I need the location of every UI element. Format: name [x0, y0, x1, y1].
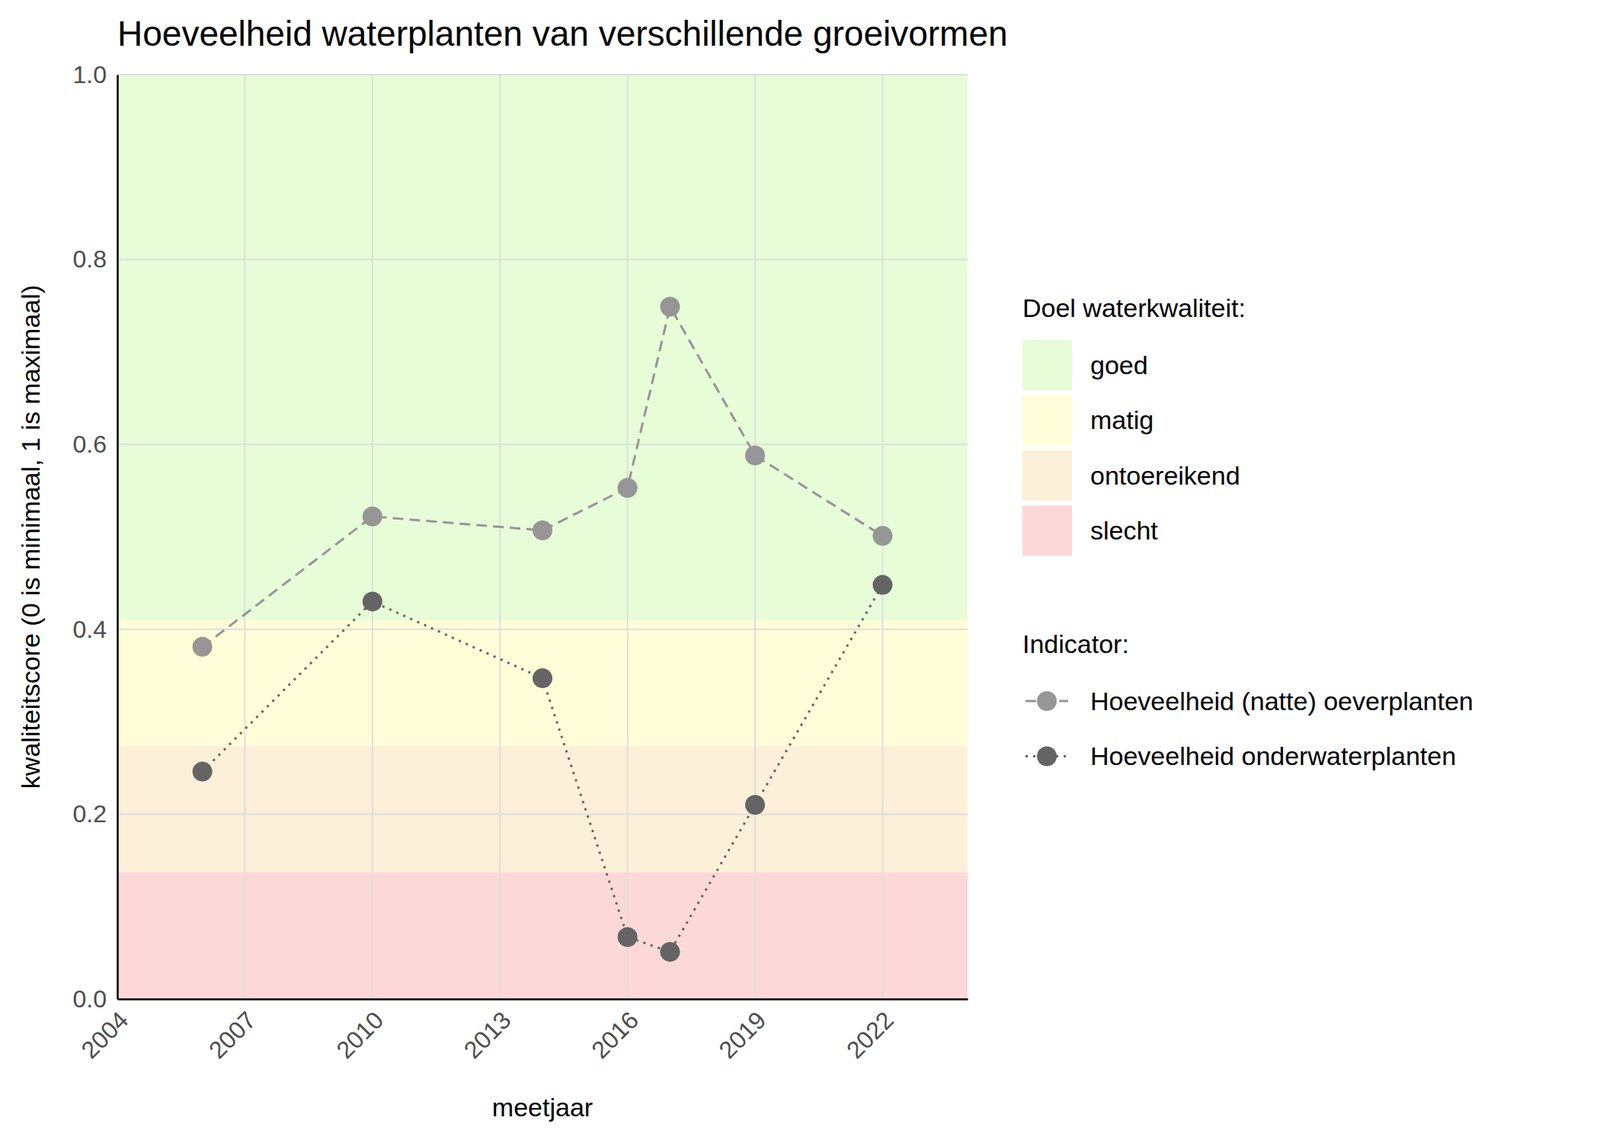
grid-line	[117, 998, 968, 1000]
grid-line	[116, 74, 119, 999]
legend-swatch	[1022, 505, 1072, 557]
x-tick-label: 2022	[841, 1005, 900, 1064]
legend: Doel waterkwaliteit: goed matig ontoereiken…	[1022, 293, 1474, 771]
y-tick: 0.6	[73, 430, 118, 458]
x-tick: 2004	[76, 998, 135, 1064]
grid-line	[627, 74, 629, 999]
y-tick-label: 0.2	[73, 800, 107, 828]
series-point	[617, 477, 638, 498]
series-point	[872, 575, 893, 596]
y-axis-line	[116, 75, 119, 1000]
x-tick: 2022	[841, 998, 900, 1064]
legend-label: slecht	[1090, 515, 1159, 545]
x-tick-label: 2004	[76, 1005, 135, 1064]
series-point	[362, 506, 383, 527]
chart-title: Hoeveelheid waterplanten van verschillen…	[117, 13, 1008, 54]
legend-label: matig	[1090, 405, 1154, 435]
legend-label: Hoeveelheid onderwaterplanten	[1090, 741, 1456, 771]
y-tick: 0.4	[73, 615, 118, 644]
series-point	[192, 636, 213, 657]
series-point	[192, 761, 213, 782]
series-point	[745, 794, 765, 815]
series-point	[617, 927, 638, 948]
legend-swatch	[1022, 450, 1072, 501]
series-point	[745, 445, 765, 466]
series-point	[659, 941, 680, 962]
y-tick: 1.0	[73, 60, 118, 89]
x-axis-title: meetjaar	[492, 1092, 593, 1122]
series-line	[202, 585, 884, 953]
x-tick: 2007	[203, 998, 262, 1064]
x-tick: 2016	[585, 998, 644, 1064]
y-axis-title: kwaliteitscore (0 is minimaal, 1 is maxi…	[16, 284, 45, 789]
plot-area: 0.00.20.40.60.81.02004200720102013201620…	[73, 60, 969, 1064]
y-tick: 0.2	[73, 800, 118, 828]
x-tick: 2010	[330, 998, 389, 1064]
x-tick-label: 2016	[585, 1005, 644, 1064]
x-axis-line	[118, 998, 969, 1001]
x-tick-label: 2019	[713, 1005, 772, 1064]
grid	[117, 74, 968, 999]
legend-title: Indicator:	[1022, 629, 1130, 659]
series-point	[362, 591, 383, 612]
bands	[117, 74, 968, 999]
series-layer	[192, 296, 893, 962]
y-axis: 0.0 0.2 0.4 0.6 0.8 1.0	[73, 60, 119, 1013]
x-axis: 2004 2007 2010 2013 2016 2019 2022	[76, 998, 969, 1064]
x-tick: 2013	[458, 998, 517, 1064]
legend-label: goed	[1090, 350, 1149, 380]
series-point	[532, 668, 553, 688]
y-tick-label: 1.0	[73, 60, 107, 89]
grid-line	[243, 74, 246, 999]
series-line	[202, 306, 884, 647]
y-tick-label: 0.0	[73, 985, 107, 1013]
y-tick-label: 0.8	[73, 245, 107, 273]
series-point	[872, 525, 893, 546]
y-tick: 0.8	[73, 245, 118, 273]
y-tick-label: 0.6	[73, 430, 107, 458]
x-tick-label: 2010	[330, 1005, 389, 1064]
chart: 0.00.20.40.60.81.02004200720102013201620…	[0, 0, 1600, 1143]
legend-swatch	[1022, 339, 1072, 391]
legend-swatch	[1022, 395, 1072, 446]
legend-marker	[1036, 691, 1057, 711]
grid-line	[754, 74, 756, 999]
legend-title: Doel waterkwaliteit:	[1022, 293, 1246, 323]
legend-marker	[1036, 746, 1057, 767]
grid-line	[371, 74, 374, 999]
y-tick: 0.0	[73, 985, 118, 1013]
x-tick-label: 2007	[203, 1005, 262, 1064]
series-point	[532, 520, 553, 541]
x-tick: 2019	[713, 998, 772, 1064]
x-tick-label: 2013	[458, 1005, 517, 1064]
y-tick-label: 0.4	[73, 615, 107, 644]
legend-label: Hoeveelheid (natte) oeverplanten	[1090, 686, 1474, 716]
grid-line	[499, 74, 501, 999]
series-point	[659, 296, 680, 317]
legend-label: ontoereikend	[1090, 460, 1241, 490]
